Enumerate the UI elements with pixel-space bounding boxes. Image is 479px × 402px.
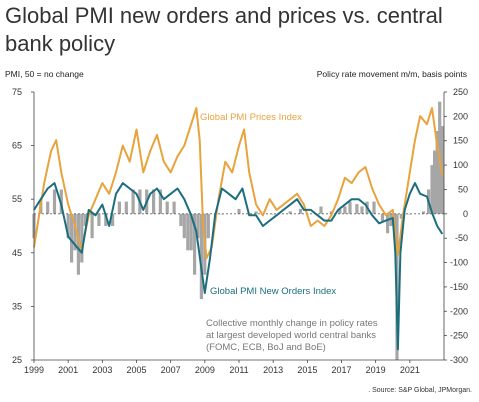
policy-bar <box>196 213 200 239</box>
policy-bar <box>430 165 434 214</box>
x-tick-label: 2011 <box>229 365 248 375</box>
right-tick-label: -50 <box>455 233 468 243</box>
left-tick-label: 35 <box>12 301 22 311</box>
right-tick-label: 250 <box>453 87 468 97</box>
policy-bar <box>372 201 376 214</box>
policy-bar <box>329 211 333 214</box>
policy-bar <box>399 213 403 219</box>
policy-bar <box>271 213 275 215</box>
policy-bar <box>206 213 210 239</box>
right-tick-label: 150 <box>453 136 468 146</box>
policy-bar <box>52 189 57 214</box>
policy-bar <box>220 213 224 215</box>
policy-bar <box>104 213 108 226</box>
right-tick-label: -150 <box>450 282 468 292</box>
global-pmi-prices-indexline <box>33 107 444 260</box>
policy-bar <box>152 189 156 214</box>
policy-bar <box>97 213 101 226</box>
policy-bar <box>386 213 390 234</box>
right-tick-label: 0 <box>463 209 468 219</box>
policy-bar <box>360 206 364 214</box>
policy-annotation-line: Collective monthly change in policy rate… <box>206 318 378 329</box>
policy-bar <box>124 201 128 214</box>
annotations-group: Global PMI Prices Index Global PMI New Or… <box>200 112 378 353</box>
policy-bar <box>66 213 70 239</box>
policy-bar <box>111 213 115 226</box>
right-tick-label: 50 <box>458 184 468 194</box>
prices-annotation: Global PMI Prices Index <box>200 112 302 123</box>
policy-bar <box>186 213 190 251</box>
new-orders-annotation: Global PMI New Orders Index <box>210 286 336 297</box>
chart-title: Global PMI new orders and prices vs. cen… <box>5 3 443 56</box>
series-lines-group <box>33 107 444 351</box>
left-tick-label: 75 <box>12 87 22 97</box>
policy-bar <box>408 213 412 215</box>
policy-bar <box>189 213 193 251</box>
left-axis-ticks: 25 35 45 55 65 75 <box>12 87 34 365</box>
left-tick-label: 25 <box>12 355 22 365</box>
policy-bar <box>182 213 186 239</box>
policy-bar <box>83 213 87 226</box>
policy-bar <box>433 150 437 214</box>
policy-bar <box>76 213 80 275</box>
right-tick-label: 200 <box>453 111 468 121</box>
policy-bar <box>348 201 352 214</box>
policy-bar <box>254 211 258 214</box>
policy-bar <box>199 213 203 300</box>
policy-bar <box>389 213 393 226</box>
policy-bar <box>80 213 84 263</box>
policy-bar <box>73 213 77 251</box>
x-tick-label: 2005 <box>126 365 146 375</box>
policy-bar <box>70 213 74 263</box>
policy-bar <box>46 201 50 214</box>
policy-bar <box>172 201 176 214</box>
x-tick-label: 2003 <box>92 365 112 375</box>
x-tick-label: 2019 <box>366 365 386 375</box>
x-tick-label: 2009 <box>195 365 215 375</box>
policy-bar <box>338 208 342 214</box>
policy-bar <box>165 201 169 214</box>
policy-bar <box>179 213 183 226</box>
policy-annotation: Collective monthly change in policy rate… <box>206 318 378 353</box>
policy-bar <box>288 211 292 214</box>
policy-bar <box>380 213 385 222</box>
global-pmi-new-orders-indexline <box>33 182 444 351</box>
left-tick-label: 45 <box>12 248 22 258</box>
policy-bar <box>193 213 197 275</box>
left-tick-label: 55 <box>12 194 22 204</box>
right-tick-label: -200 <box>450 306 468 316</box>
policy-annotation-line: (FOMC, ECB, BoJ and BoE) <box>206 342 326 353</box>
x-tick-label: 2007 <box>161 365 181 375</box>
right-tick-label: -300 <box>450 355 468 365</box>
right-tick-label: 100 <box>453 160 468 170</box>
x-tick-label: 2015 <box>297 365 317 375</box>
policy-bar <box>158 189 162 214</box>
x-axis-ticks: 1999 2001 2003 2005 2007 2009 2011 2013 2015 2017… <box>24 360 420 375</box>
x-tick-label: 2021 <box>400 365 420 375</box>
policy-bar <box>343 206 347 214</box>
right-tick-label: -250 <box>450 331 468 341</box>
policy-bar <box>237 208 241 214</box>
policy-bar <box>355 204 359 214</box>
right-axis-ticks: -300 -250 -200 -150 -100 -50 0 50 100 150 200 250 <box>444 87 468 365</box>
right-axis-caption: Policy rate movement m/m, basis points <box>316 69 467 79</box>
policy-bar <box>421 211 426 214</box>
left-axis-caption: PMI, 50 = no change <box>5 69 84 79</box>
x-tick-label: 2013 <box>263 365 283 375</box>
policy-annotation-line: at largest developed world central banks <box>206 330 376 341</box>
x-tick-label: 2017 <box>331 365 351 375</box>
x-tick-label: 1999 <box>24 365 44 375</box>
policy-bar <box>298 208 303 214</box>
source-note: . Source: S&P Global, JPMorgan. <box>368 387 472 394</box>
policy-bar <box>117 201 121 214</box>
policy-bar <box>435 131 439 214</box>
policy-bar <box>319 206 323 214</box>
policy-bar <box>131 189 135 214</box>
right-tick-label: -100 <box>450 258 468 268</box>
policy-bar <box>90 213 94 239</box>
left-tick-label: 65 <box>12 141 22 151</box>
x-tick-label: 2001 <box>58 365 78 375</box>
